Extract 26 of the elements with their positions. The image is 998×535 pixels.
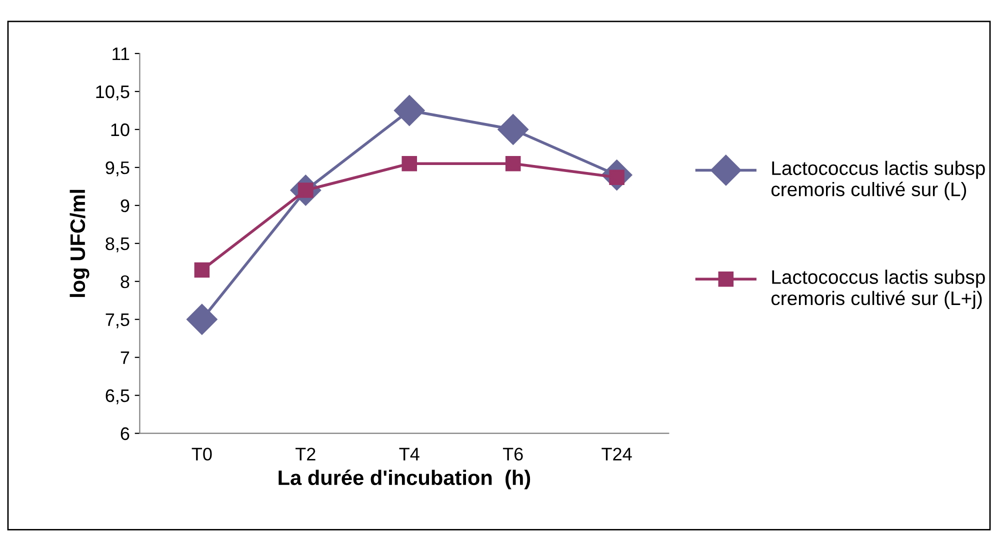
y-tick-label: 6 [120,427,130,440]
x-tick-label: T6 [502,448,523,460]
x-tick-label: T2 [296,448,316,460]
y-axis-title: log UFC/ml [70,190,90,297]
y-tick-label: 9 [120,199,130,212]
y-tick-label: 6,5 [106,389,130,404]
y-tick-label: 11 [112,48,130,60]
x-axis-title: La durée d'incubation (h) [278,470,530,490]
legend-label: Lactococcus lactis subsp cremoris cultivé sur (L) [771,160,985,200]
y-tick-label: 8 [120,275,130,288]
legend-label: Lactococcus lactis subsp cremoris cultivé sur (L+j) [771,270,985,310]
y-tick-label: 9,5 [106,161,130,176]
point [498,114,529,145]
point [186,304,218,335]
x-tick-label: T0 [192,448,212,460]
point [194,262,210,278]
y-tick-label: 7,5 [106,314,130,328]
point [402,156,418,172]
point [505,156,521,172]
point [394,95,425,126]
y-tick-label: 10 [111,123,130,136]
y-tick-label: 10,5 [96,85,130,100]
x-tick-label: T4 [399,448,420,460]
y-tick-label: 7 [120,352,130,364]
x-tick-label: T24 [602,448,632,460]
y-tick-label: 8,5 [106,237,130,252]
